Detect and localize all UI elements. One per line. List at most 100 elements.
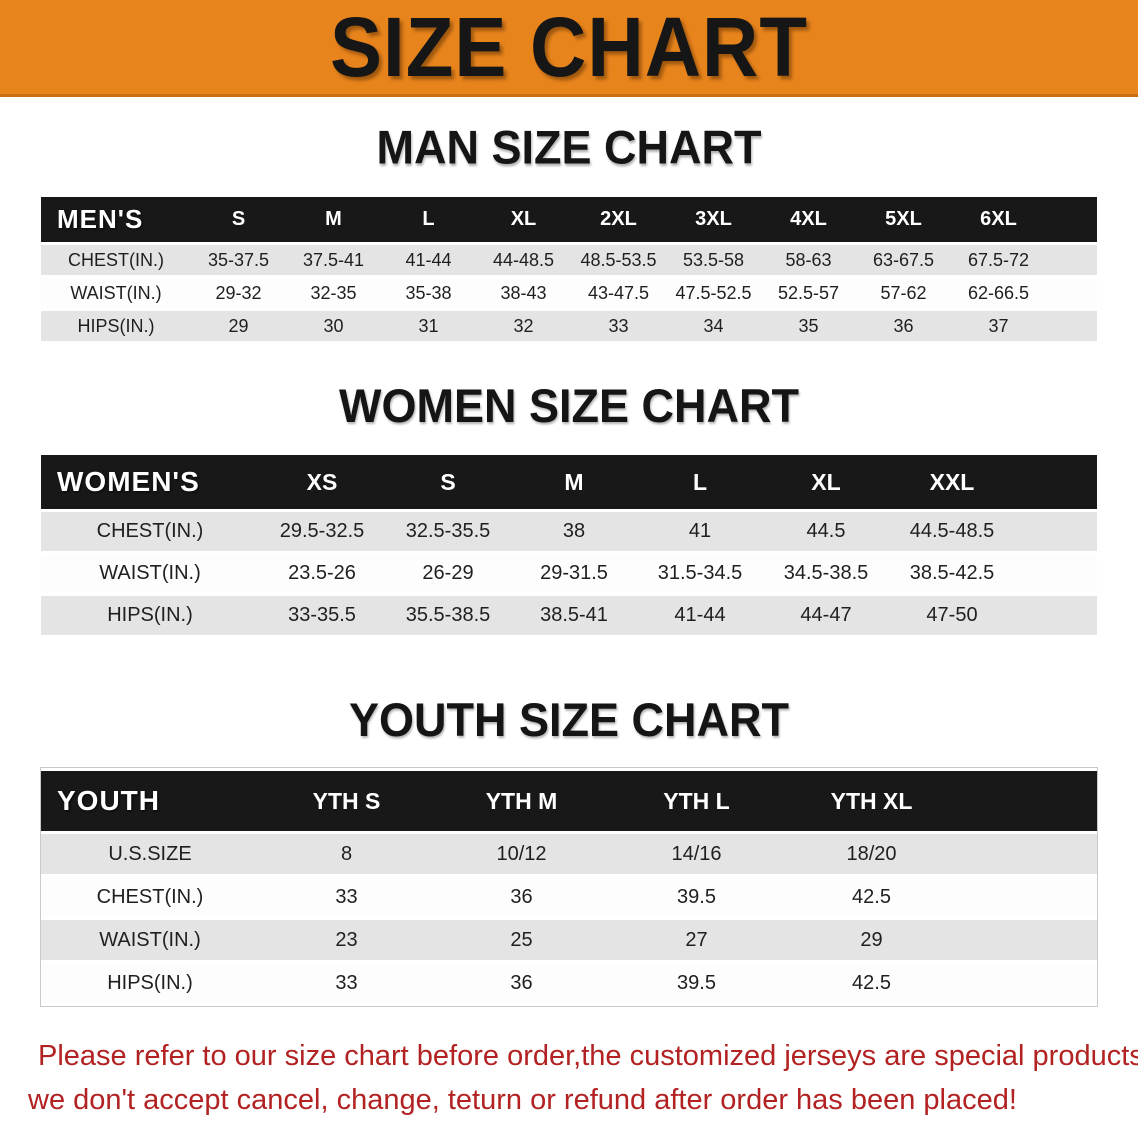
measurement-value: 38.5-41	[511, 596, 637, 635]
measurement-value: 35	[761, 311, 856, 341]
measurement-value: 33	[571, 311, 666, 341]
row-label: CHEST(IN.)	[41, 877, 259, 917]
measurement-value: 44.5-48.5	[889, 512, 1015, 551]
row-label: WAIST(IN.)	[41, 278, 191, 308]
measurement-value: 36	[434, 877, 609, 917]
size-column-header: 2XL	[571, 197, 666, 242]
measurement-value: 38-43	[476, 278, 571, 308]
measurement-value: 34	[666, 311, 761, 341]
measurement-value: 29	[191, 311, 286, 341]
measurement-value: 32.5-35.5	[385, 512, 511, 551]
table-group-label: MEN'S	[41, 197, 191, 242]
size-column-header: XXL	[889, 455, 1015, 509]
measurement-value: 37	[951, 311, 1046, 341]
row-filler	[1015, 554, 1097, 593]
measurement-value: 35-37.5	[191, 245, 286, 275]
size-column-header: S	[191, 197, 286, 242]
measurement-value: 57-62	[856, 278, 951, 308]
measurement-value: 39.5	[609, 877, 784, 917]
measurement-value: 67.5-72	[951, 245, 1046, 275]
table-group-label: YOUTH	[41, 771, 259, 831]
row-label: HIPS(IN.)	[41, 596, 259, 635]
mens-size-table: MEN'S S M L XL 2XL 3XL 4XL 5XL 6XL CHEST(IN.) 35-37…	[41, 194, 1097, 344]
youth-size-table-wrap: YOUTH YTH S YTH M YTH L YTH XL U.S.SIZE 8 10/12…	[41, 768, 1097, 1006]
measurement-value: 37.5-41	[286, 245, 381, 275]
row-filler	[959, 834, 1097, 874]
size-chart-banner: SIZE CHART	[0, 0, 1138, 97]
row-filler	[959, 920, 1097, 960]
measurement-value: 29-31.5	[511, 554, 637, 593]
measurement-value: 43-47.5	[571, 278, 666, 308]
youth-size-table: YOUTH YTH S YTH M YTH L YTH XL U.S.SIZE 8 10/12…	[41, 768, 1097, 1006]
row-filler	[959, 877, 1097, 917]
measurement-value: 32-35	[286, 278, 381, 308]
measurement-value: 41-44	[637, 596, 763, 635]
order-disclaimer: Please refer to our size chart before or…	[0, 1034, 1138, 1122]
measurement-value: 33	[259, 963, 434, 1003]
measurement-value: 41	[637, 512, 763, 551]
row-filler	[1046, 245, 1097, 275]
measurement-value: 35-38	[381, 278, 476, 308]
size-column-header: XL	[476, 197, 571, 242]
size-column-header: 3XL	[666, 197, 761, 242]
row-filler	[959, 963, 1097, 1003]
measurement-value: 52.5-57	[761, 278, 856, 308]
measurement-value: 31.5-34.5	[637, 554, 763, 593]
header-filler	[1046, 197, 1097, 242]
measurement-value: 42.5	[784, 877, 959, 917]
row-filler	[1046, 278, 1097, 308]
measurement-value: 18/20	[784, 834, 959, 874]
size-column-header: XL	[763, 455, 889, 509]
measurement-row: WAIST(IN.) 29-32 32-35 35-38 38-43 43-47.5 47.…	[41, 278, 1097, 308]
measurement-value: 34.5-38.5	[763, 554, 889, 593]
disclaimer-line-1: Please refer to our size chart before or…	[38, 1040, 1138, 1072]
measurement-value: 25	[434, 920, 609, 960]
measurement-value: 53.5-58	[666, 245, 761, 275]
measurement-value: 23	[259, 920, 434, 960]
table-group-label: WOMEN'S	[41, 455, 259, 509]
womens-size-table-wrap: WOMEN'S XS S M L XL XXL CHEST(IN.) 29.5-32.5 32.5…	[41, 452, 1097, 638]
size-header-row: YOUTH YTH S YTH M YTH L YTH XL	[41, 771, 1097, 831]
header-filler	[1015, 455, 1097, 509]
measurement-value: 58-63	[761, 245, 856, 275]
size-column-header: 6XL	[951, 197, 1046, 242]
measurement-row: HIPS(IN.) 33-35.5 35.5-38.5 38.5-41 41-44 44-…	[41, 596, 1097, 635]
row-label: HIPS(IN.)	[41, 311, 191, 341]
measurement-value: 30	[286, 311, 381, 341]
size-column-header: L	[637, 455, 763, 509]
measurement-value: 38.5-42.5	[889, 554, 1015, 593]
measurement-value: 44-47	[763, 596, 889, 635]
youth-size-chart-heading: YOUTH SIZE CHART	[348, 692, 789, 747]
size-column-header: YTH S	[259, 771, 434, 831]
header-filler	[959, 771, 1097, 831]
measurement-value: 31	[381, 311, 476, 341]
measurement-value: 62-66.5	[951, 278, 1046, 308]
mens-size-table-wrap: MEN'S S M L XL 2XL 3XL 4XL 5XL 6XL CHEST(IN.) 35-37…	[41, 194, 1097, 344]
measurement-value: 29-32	[191, 278, 286, 308]
measurement-value: 26-29	[385, 554, 511, 593]
measurement-row: CHEST(IN.) 29.5-32.5 32.5-35.5 38 41 44.5 44.5…	[41, 512, 1097, 551]
banner-title: SIZE CHART	[330, 0, 808, 94]
size-column-header: S	[385, 455, 511, 509]
measurement-value: 29.5-32.5	[259, 512, 385, 551]
measurement-value: 41-44	[381, 245, 476, 275]
measurement-value: 63-67.5	[856, 245, 951, 275]
measurement-value: 44.5	[763, 512, 889, 551]
measurement-row: U.S.SIZE 8 10/12 14/16 18/20	[41, 834, 1097, 874]
row-label: WAIST(IN.)	[41, 920, 259, 960]
size-column-header: YTH M	[434, 771, 609, 831]
row-label: U.S.SIZE	[41, 834, 259, 874]
size-header-row: MEN'S S M L XL 2XL 3XL 4XL 5XL 6XL	[41, 197, 1097, 242]
size-column-header: YTH XL	[784, 771, 959, 831]
measurement-value: 23.5-26	[259, 554, 385, 593]
measurement-value: 47-50	[889, 596, 1015, 635]
measurement-row: HIPS(IN.) 29 30 31 32 33 34 35 36 37	[41, 311, 1097, 341]
size-column-header: L	[381, 197, 476, 242]
row-label: CHEST(IN.)	[41, 245, 191, 275]
measurement-value: 8	[259, 834, 434, 874]
size-column-header: 5XL	[856, 197, 951, 242]
measurement-row: CHEST(IN.) 35-37.5 37.5-41 41-44 44-48.5 48.5…	[41, 245, 1097, 275]
size-column-header: 4XL	[761, 197, 856, 242]
size-header-row: WOMEN'S XS S M L XL XXL	[41, 455, 1097, 509]
row-label: WAIST(IN.)	[41, 554, 259, 593]
